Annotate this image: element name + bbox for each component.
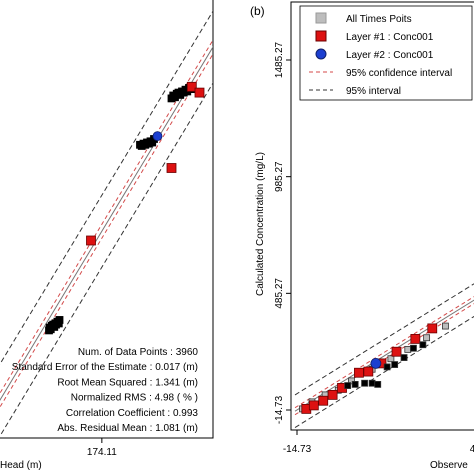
panel-b-point-red <box>410 333 421 344</box>
panel-b-point-red <box>363 366 374 377</box>
panel-a-interval-lines <box>0 10 213 437</box>
panel-b-x-tick-label: -14.73 <box>283 444 312 455</box>
panel-a-stat-line: Root Mean Squared : 1.341 (m) <box>57 377 198 388</box>
interval-line-upper <box>0 10 213 366</box>
panel-a-plot-frame <box>0 0 214 439</box>
panel-b-point-gray <box>442 322 449 330</box>
panel-b-x-tick-label: 485.27 <box>470 444 474 455</box>
panel-b-point-red <box>327 389 338 400</box>
panel-b-point-black <box>368 379 376 387</box>
panel-b-x-axis-label: Observe <box>430 460 468 471</box>
panel-b-point-gray <box>348 377 355 385</box>
legend-label: 95% confidence interval <box>346 68 452 79</box>
panel-b-point-red <box>308 400 319 411</box>
legend-label: Layer #2 : Conc001 <box>346 50 434 61</box>
panel-b-point-black <box>351 380 359 388</box>
panel-b-point-blue <box>370 357 382 369</box>
panel-a-point-red <box>194 87 205 98</box>
panel-b-point-black <box>391 361 399 368</box>
panel-a-stats-box: Num. of Data Points : 3960 Standard Error… <box>12 347 199 434</box>
panel-b-y-tick-label: 985.27 <box>274 161 285 192</box>
panel-b-point-red <box>318 395 329 406</box>
panel-b-point-black <box>400 354 408 361</box>
panel-a-stat-line: Num. of Data Points : 3960 <box>78 347 199 358</box>
panel-a-point-red <box>166 163 177 173</box>
panel-a-x-ticks: 174.11 <box>87 438 117 458</box>
panel-a-x-axis-label: Head (m) <box>0 460 42 471</box>
panel-a: Num. of Data Points : 3960 Standard Error… <box>0 0 214 471</box>
panel-a-point-red <box>86 235 96 246</box>
panel-b-legend: All Times Poits Layer #1 : Conc001 Layer #… <box>299 5 473 101</box>
confidence-line-lower <box>294 303 474 416</box>
interval-line-lower <box>0 82 213 437</box>
legend-label: Layer #1 : Conc001 <box>346 32 434 43</box>
legend-label: All Times Poits <box>346 14 412 25</box>
panel-a-x-tick-label: 174.11 <box>87 447 117 458</box>
panel-b: (b) All Times Poits Layer #1 : Conc001 Lay… <box>250 1 474 471</box>
panel-b-point-red <box>391 346 402 357</box>
panel-a-stat-line: Normalized RMS : 4.98 ( % ) <box>71 393 198 404</box>
panel-b-y-tick-label: -14.73 <box>274 395 285 424</box>
panel-b-y-axis-label: Calculated Concentration (mg/L) <box>255 152 266 296</box>
panel-a-stat-line: Abs. Residual Mean : 1.081 (m) <box>57 423 198 434</box>
panel-b-point-black <box>410 344 417 352</box>
panel-a-point-red <box>186 81 197 92</box>
panel-b-point-black <box>383 363 391 371</box>
panel-b-y-tick-label: 1485.27 <box>274 41 285 78</box>
panel-b-point-gray <box>404 345 412 353</box>
legend-symbol <box>315 30 327 42</box>
legend-label: 95% interval <box>346 86 401 97</box>
panel-b-point-red <box>354 367 364 378</box>
confidence-line-lower <box>0 53 213 408</box>
panel-b-label: (b) <box>250 4 265 18</box>
panel-a-point-black <box>55 316 64 324</box>
panel-b-point-black <box>374 380 382 388</box>
panel-b-point-gray <box>423 334 431 342</box>
panel-b-point-black <box>361 379 368 387</box>
panel-a-stat-line: Standard Error of the Estimate : 0.017 (… <box>12 362 198 373</box>
legend-box <box>299 5 473 101</box>
panel-b-point-gray <box>387 355 395 363</box>
panel-b-plot-frame <box>290 1 474 431</box>
panel-a-point-blue <box>152 131 163 142</box>
legend-symbol <box>315 12 327 24</box>
panel-b-point-black <box>419 341 427 349</box>
panel-a-points <box>45 81 205 335</box>
panel-b-y-ticks: -14.73 485.27 985.27 1485.27 <box>274 41 291 424</box>
panel-b-point-black <box>344 382 352 389</box>
panel-b-point-red <box>427 323 438 334</box>
legend-symbol <box>315 48 327 60</box>
panel-b-points <box>299 322 449 414</box>
panel-b-x-ticks: -14.73 485.27 <box>283 430 474 455</box>
panel-b-y-tick-label: 485.27 <box>274 278 285 309</box>
panel-a-stat-line: Correlation Coefficient : 0.993 <box>66 408 199 419</box>
